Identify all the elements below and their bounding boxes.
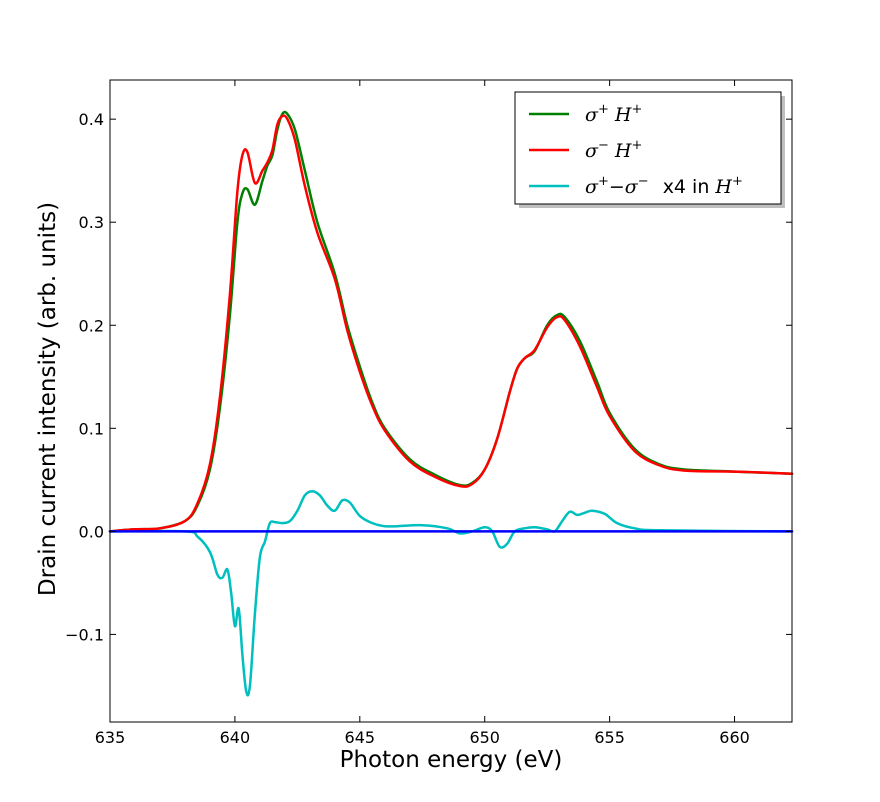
series-sigma-plus-line: [108, 110, 794, 533]
legend-entry-label: σ+ H+: [585, 102, 642, 126]
y-tick-label: 0.1: [79, 419, 104, 438]
y-tick-label: 0.3: [79, 213, 104, 232]
series-sigma-minus-line: [108, 114, 794, 533]
series-difference-x4-line: [108, 489, 794, 697]
legend-entry-label: σ+−σ− x4 in H+: [585, 174, 743, 198]
legend: σ+ H+ σ− H+ σ+−σ− x4 in H+: [514, 91, 785, 208]
plot-frame: [109, 79, 793, 723]
x-tick-label: 635: [95, 728, 126, 747]
y-axis: −0.1 0.0 0.1 0.2 0.3 0.4: [65, 110, 792, 644]
y-tick-label: 0.0: [79, 522, 104, 541]
x-tick-label: 640: [220, 728, 251, 747]
y-axis-title: Drain current intensity (arb. units): [35, 202, 61, 596]
x-tick-label: 650: [469, 728, 500, 747]
x-tick-label: 645: [345, 728, 376, 747]
legend-entry-label: σ− H+: [585, 138, 642, 162]
y-tick-label: 0.4: [79, 110, 104, 129]
x-tick-label: 660: [719, 728, 750, 747]
y-tick-label: −0.1: [65, 625, 104, 644]
y-tick-label: 0.2: [79, 316, 104, 335]
x-axis-title: Photon energy (eV): [340, 747, 563, 773]
x-tick-label: 655: [594, 728, 625, 747]
x-axis: 635 640 645 650 655 660: [95, 80, 750, 747]
series-layer: [108, 110, 794, 697]
